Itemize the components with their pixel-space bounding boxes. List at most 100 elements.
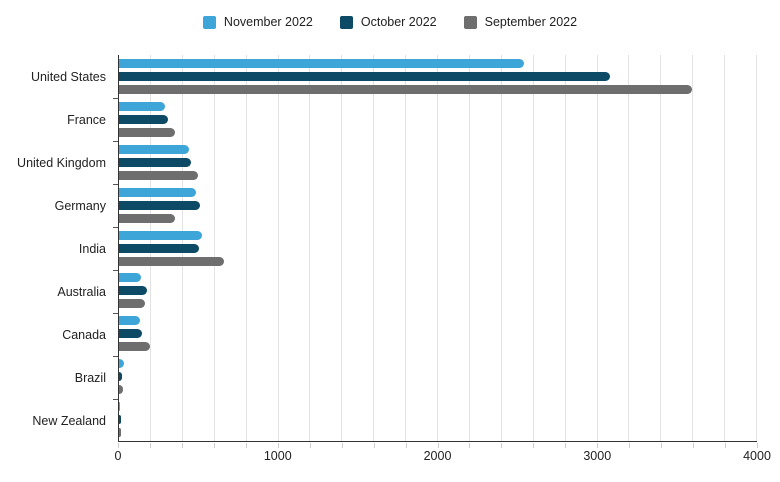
bar-group-united-kingdom — [119, 141, 757, 184]
bar — [119, 187, 196, 197]
gridline — [628, 55, 630, 441]
value-axis-tick — [757, 443, 758, 448]
chart-legend: November 2022 October 2022 September 2022 — [0, 15, 780, 29]
gridline — [500, 55, 502, 441]
value-axis-tick — [693, 443, 695, 448]
category-label: Brazil — [74, 370, 106, 385]
value-axis-tick — [629, 443, 631, 448]
bar — [119, 170, 198, 180]
bar — [119, 415, 122, 425]
bar — [119, 200, 201, 210]
bar — [119, 286, 147, 296]
bar — [119, 316, 140, 326]
legend-label: October 2022 — [360, 15, 437, 29]
value-axis-tick — [661, 443, 663, 448]
bar — [119, 402, 121, 412]
bar — [119, 385, 123, 395]
category-label: India — [78, 241, 106, 256]
bar-group-united-states — [119, 55, 757, 98]
legend-label: September 2022 — [484, 15, 578, 29]
bar — [119, 299, 146, 309]
value-axis-tick — [341, 443, 343, 448]
bar — [119, 256, 225, 266]
category-axis-tick — [113, 98, 118, 99]
gridline — [724, 55, 726, 441]
category-label: Germany — [54, 198, 106, 213]
bar — [119, 329, 143, 339]
value-axis-tick — [565, 443, 567, 448]
gridline — [468, 55, 470, 441]
gridline — [213, 55, 215, 441]
bar-group-india — [119, 227, 757, 270]
bar-group-new-zealand — [119, 398, 757, 441]
bar — [119, 144, 190, 154]
bar — [119, 428, 121, 438]
value-axis-label: 0 — [114, 449, 122, 463]
bar — [119, 213, 175, 223]
value-axis-label: 1000 — [263, 449, 292, 463]
bar — [119, 114, 168, 124]
gridline — [756, 55, 757, 441]
legend-swatch-icon — [202, 15, 216, 29]
legend-item-november-2022: November 2022 — [202, 15, 313, 29]
category-label: Canada — [62, 327, 106, 342]
value-axis-tick — [405, 443, 407, 448]
bar-rows — [119, 55, 757, 441]
gridline — [277, 55, 279, 441]
category-axis-tick — [113, 356, 118, 357]
gridline — [341, 55, 343, 441]
bar — [119, 372, 123, 382]
value-axis-tick — [277, 443, 279, 448]
bar — [119, 342, 151, 352]
category-label: United Kingdom — [17, 155, 106, 170]
value-axis-tick — [245, 443, 247, 448]
bar — [119, 273, 141, 283]
bar-group-canada — [119, 312, 757, 355]
gridline — [405, 55, 407, 441]
category-axis-tick — [113, 184, 118, 185]
bar — [119, 71, 611, 81]
legend-swatch-icon — [463, 15, 477, 29]
value-axis-tick — [469, 443, 471, 448]
category-axis-tick — [113, 227, 118, 228]
gridline — [309, 55, 311, 441]
gridline — [692, 55, 694, 441]
value-axis-label: 2000 — [423, 449, 452, 463]
bar — [119, 58, 525, 68]
value-axis-tick — [501, 443, 503, 448]
value-axis-tick — [149, 443, 151, 448]
gridline — [245, 55, 247, 441]
category-label: New Zealand — [32, 413, 106, 428]
category-axis-labels: United States France United Kingdom Germany… — [0, 55, 112, 442]
bar — [119, 157, 191, 167]
category-axis-tick — [113, 313, 118, 314]
bar — [119, 359, 124, 369]
legend-item-september-2022: September 2022 — [463, 15, 578, 29]
bar — [119, 230, 202, 240]
value-axis-tick — [118, 443, 119, 448]
legend-label: November 2022 — [223, 15, 313, 29]
bar-group-germany — [119, 184, 757, 227]
bar — [119, 243, 199, 253]
value-axis-tick — [213, 443, 215, 448]
value-axis-tick — [725, 443, 727, 448]
bar — [119, 101, 166, 111]
gridline — [373, 55, 375, 441]
value-axis-tick — [309, 443, 311, 448]
legend-swatch-icon — [339, 15, 353, 29]
bar — [119, 127, 175, 137]
bar-group-brazil — [119, 355, 757, 398]
category-label: United States — [30, 69, 106, 84]
bar-group-australia — [119, 269, 757, 312]
gridline — [660, 55, 662, 441]
gridline — [596, 55, 598, 441]
category-label: Australia — [57, 284, 106, 299]
category-label: France — [67, 112, 106, 127]
bar-group-france — [119, 98, 757, 141]
value-axis-tick — [597, 443, 599, 448]
gridline — [564, 55, 566, 441]
bar — [119, 84, 692, 94]
value-axis-label: 3000 — [583, 449, 612, 463]
gridline — [532, 55, 534, 441]
